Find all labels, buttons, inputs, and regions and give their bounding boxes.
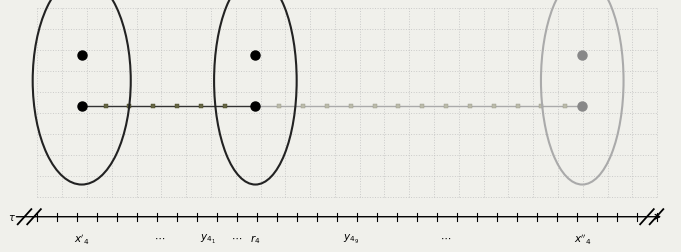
Text: $\cdots$: $\cdots$ — [155, 233, 165, 243]
Text: $r_4$: $r_4$ — [250, 233, 261, 246]
Text: $x''_4$: $x''_4$ — [573, 233, 591, 247]
Text: $x'_4$: $x'_4$ — [74, 233, 89, 247]
Text: $\cdots$: $\cdots$ — [441, 233, 452, 243]
Text: $y_{4_9}$: $y_{4_9}$ — [343, 233, 359, 246]
Text: $\tau$: $\tau$ — [8, 213, 16, 223]
Text: $\cdots$: $\cdots$ — [232, 233, 242, 243]
Text: $y_{4_1}$: $y_{4_1}$ — [200, 233, 216, 246]
